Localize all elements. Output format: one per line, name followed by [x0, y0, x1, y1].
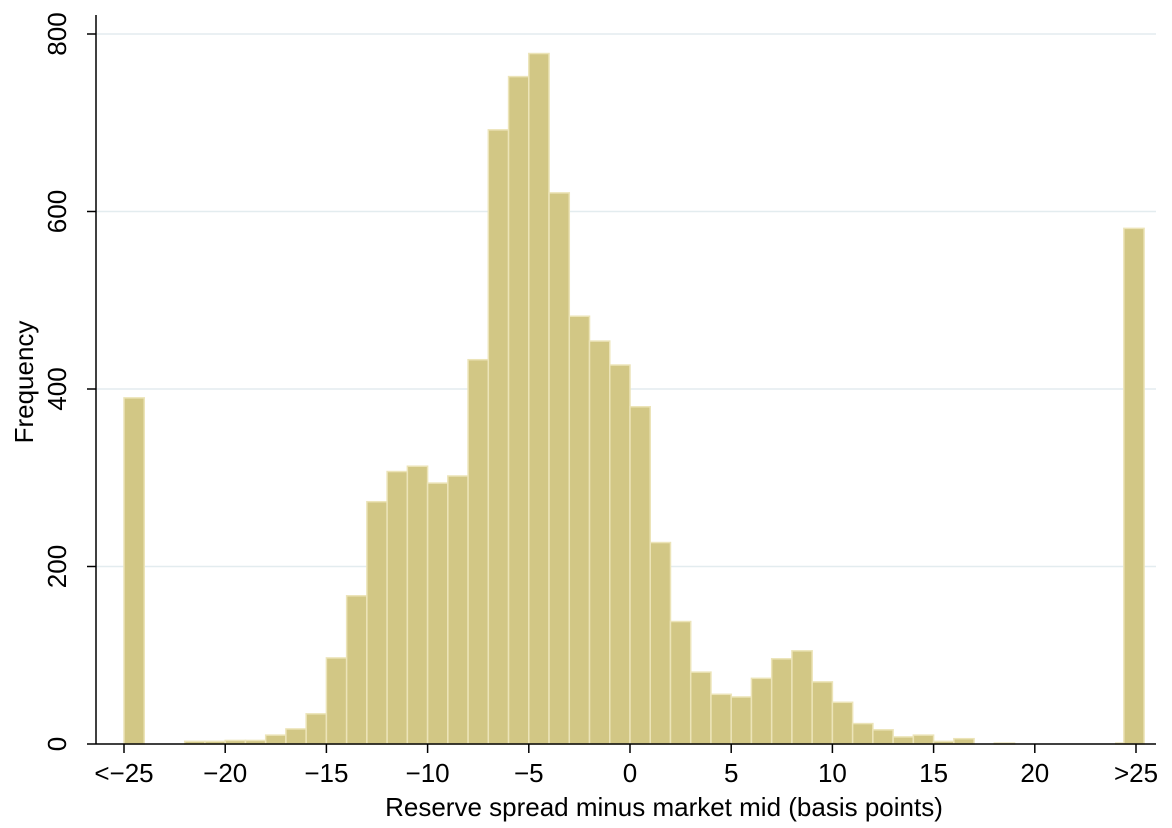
bar: [345, 595, 368, 745]
bar: [770, 658, 793, 745]
bar: [912, 734, 935, 745]
bar: [750, 677, 773, 745]
bar: [1123, 227, 1145, 745]
bar: [507, 75, 530, 745]
y-axis-title: Frequency: [9, 321, 39, 444]
x-tick-label: 10: [818, 758, 847, 788]
bar: [406, 465, 429, 745]
histogram-bars: [123, 52, 1145, 745]
bar: [629, 406, 651, 745]
bar: [831, 701, 854, 745]
bar: [851, 722, 874, 745]
bar: [386, 470, 409, 745]
bar: [305, 713, 328, 745]
x-tick-label: −15: [304, 758, 348, 788]
y-tick-label: 800: [42, 12, 72, 55]
x-tick-label: 0: [623, 758, 637, 788]
bar: [487, 129, 510, 745]
x-axis-ticks: <−25 −20 −15 −10 −5 0 5 10 15 20 >25: [94, 744, 1158, 788]
x-axis-title: Reserve spread minus market mid (basis p…: [385, 792, 943, 822]
bar: [467, 358, 490, 745]
y-tick-label: 600: [42, 190, 72, 233]
y-tick-label: 400: [42, 367, 72, 410]
bar: [548, 192, 571, 745]
bar: [588, 340, 611, 745]
x-tick-label: 15: [919, 758, 948, 788]
axes: [95, 15, 1156, 745]
bar: [426, 482, 449, 745]
bar: [123, 397, 145, 745]
y-tick-label: 200: [42, 545, 72, 588]
bar: [811, 681, 834, 745]
bar: [872, 729, 894, 745]
bar: [447, 475, 469, 745]
x-tick-label: 5: [724, 758, 738, 788]
bar: [669, 620, 692, 745]
bar: [791, 650, 813, 745]
y-tick-label: 0: [42, 737, 72, 751]
x-tick-label: −10: [406, 758, 450, 788]
bar: [528, 52, 550, 745]
bar: [710, 693, 732, 745]
bar: [892, 736, 915, 745]
bar: [953, 737, 975, 745]
x-tick-label: >25: [1114, 758, 1158, 788]
y-axis-ticks: 0 200 400 600 800: [42, 12, 96, 751]
bar: [609, 364, 631, 745]
bar: [568, 315, 591, 745]
x-tick-label: −5: [514, 758, 544, 788]
bar: [264, 734, 287, 745]
bar: [689, 671, 712, 745]
bar: [366, 500, 388, 745]
bar: [649, 541, 672, 745]
bar: [285, 728, 307, 745]
x-tick-label: <−25: [94, 758, 153, 788]
bar: [730, 696, 753, 745]
x-tick-label: 20: [1020, 758, 1049, 788]
x-tick-label: −20: [203, 758, 247, 788]
bar: [325, 657, 348, 745]
